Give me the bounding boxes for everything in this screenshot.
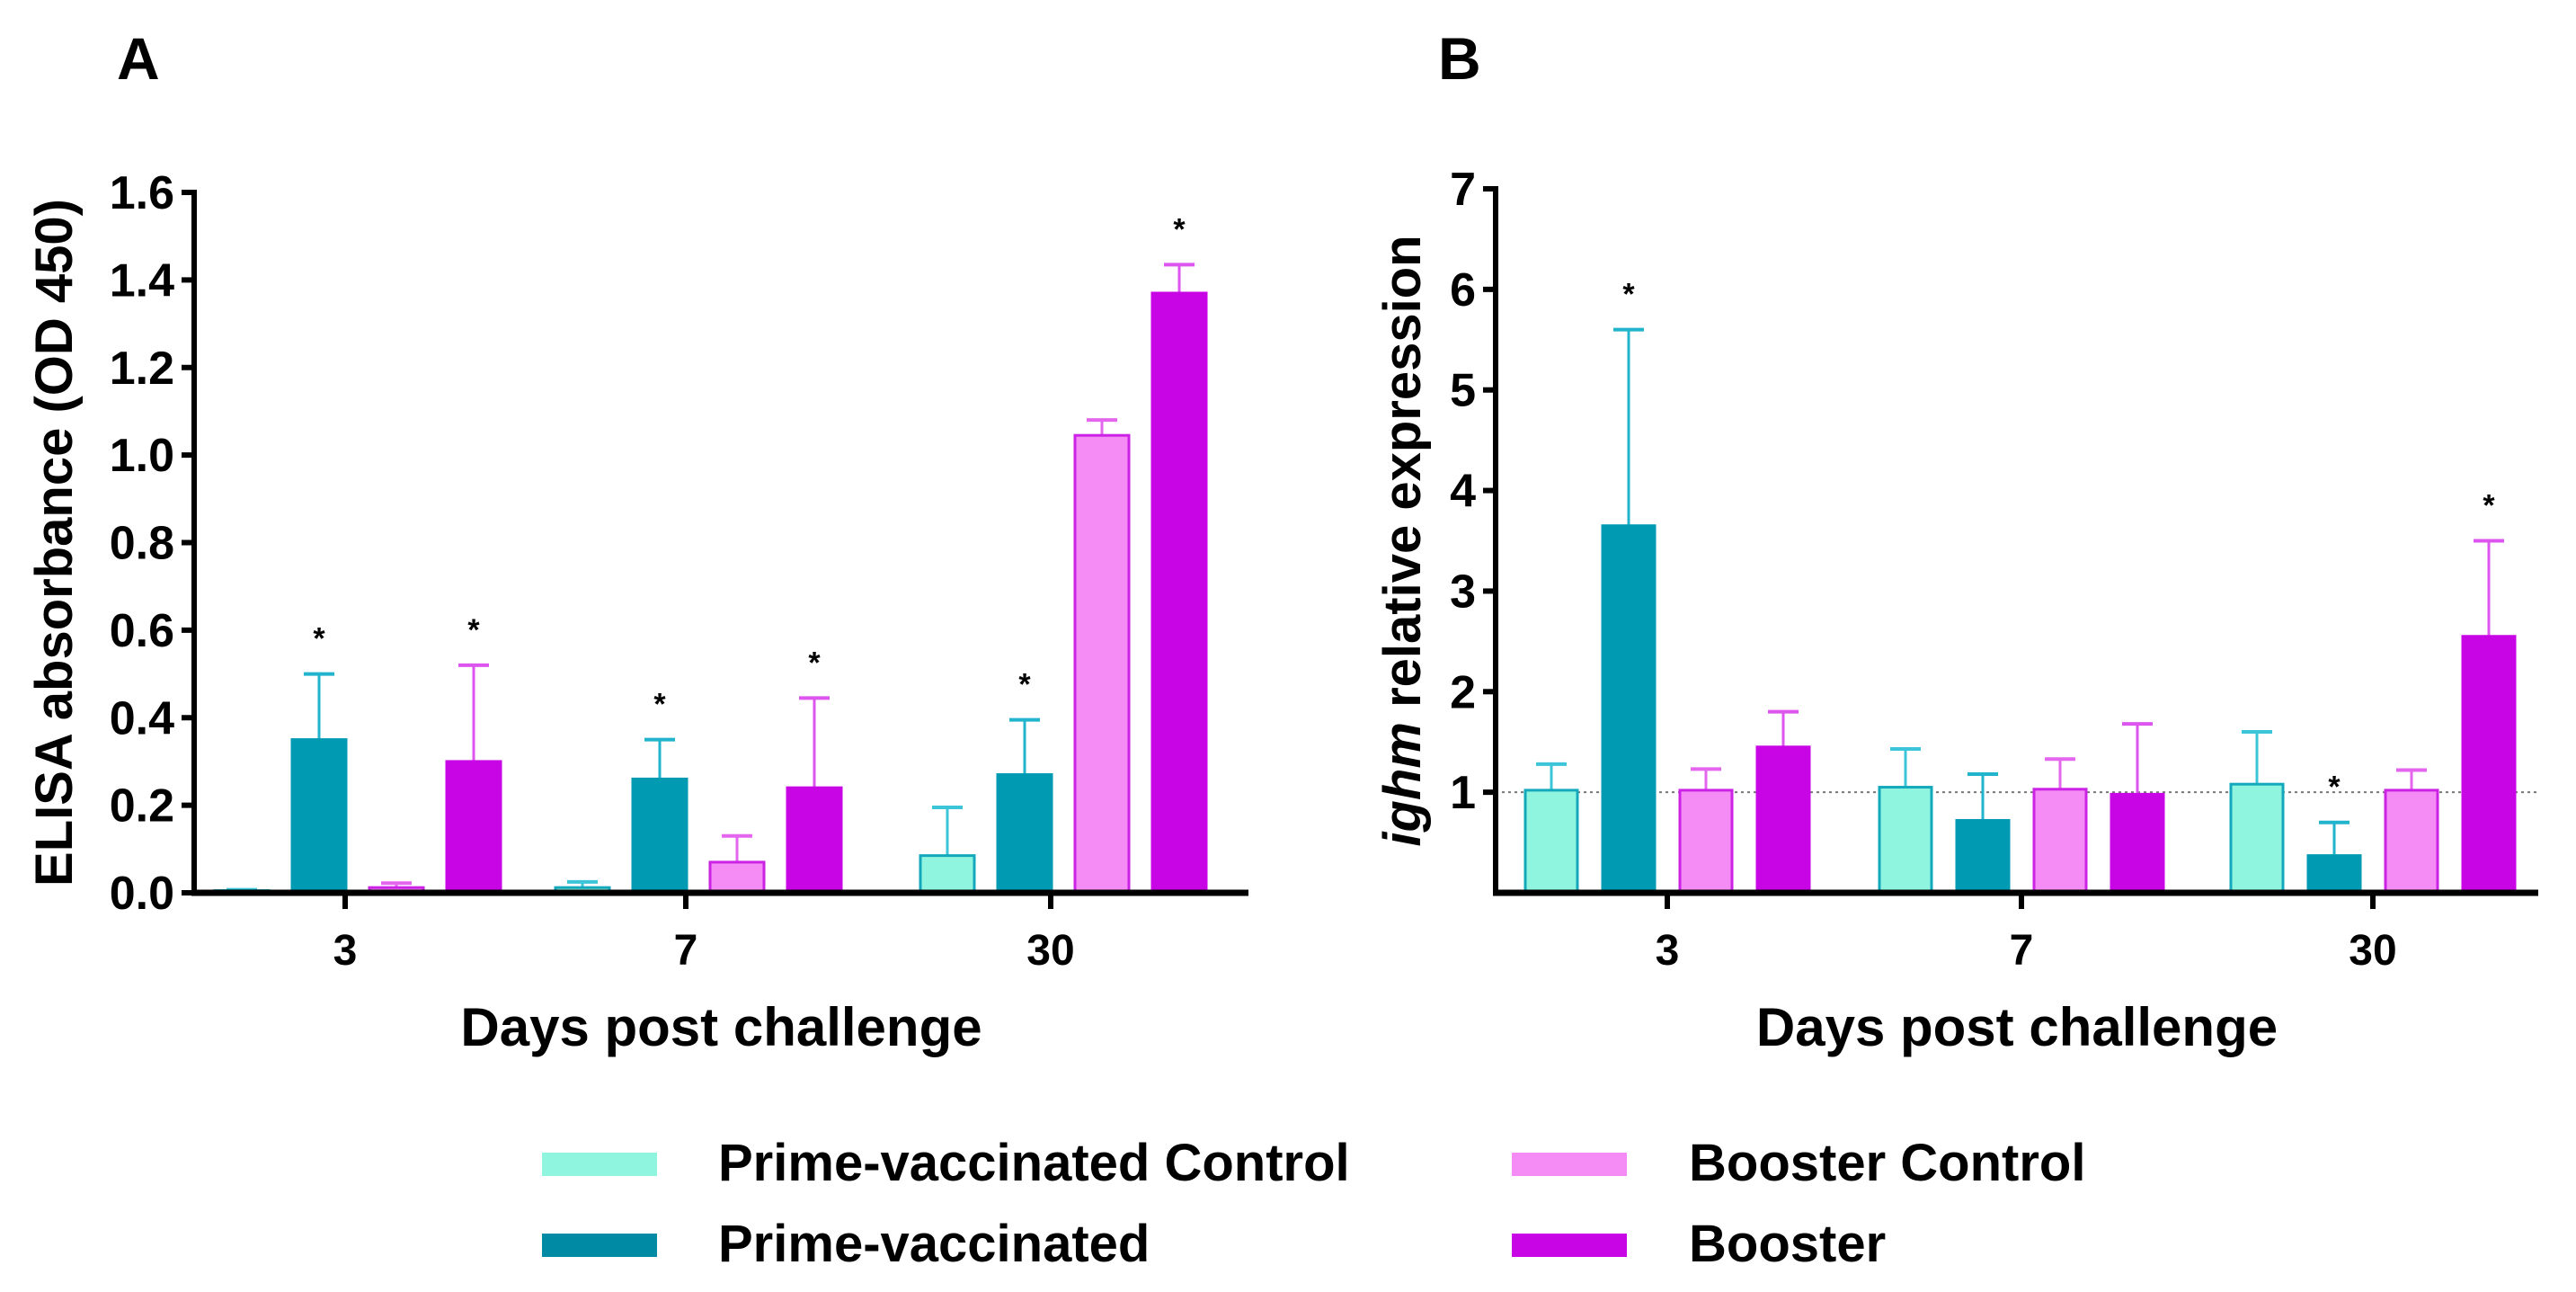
bar	[290, 738, 348, 895]
x-axis-title: Days post challenge	[460, 997, 982, 1057]
bar	[786, 786, 843, 895]
bar	[2461, 635, 2517, 895]
panel-label: B	[1438, 25, 1481, 92]
y-tick-label: 4	[1450, 466, 1476, 518]
y-tick-label: 0.0	[110, 868, 174, 920]
significance-marker: *	[1622, 278, 1635, 312]
y-tick-label: 7	[1450, 164, 1476, 216]
x-tick-label: 7	[2010, 927, 2034, 975]
y-tick-label: 1.6	[110, 167, 174, 219]
significance-marker: *	[1018, 668, 1031, 702]
bar	[1523, 789, 1579, 895]
bar	[1678, 789, 1734, 895]
legend-label-prime-vaccinated: Prime-vaccinated	[718, 1215, 1150, 1273]
x-axis-title: Days post challenge	[1756, 997, 2278, 1057]
y-tick-label: 0.8	[110, 518, 174, 570]
bar	[996, 773, 1053, 895]
bar	[1150, 291, 1208, 895]
y-tick-label: 1.0	[110, 430, 174, 482]
y-tick-label: 2	[1450, 666, 1476, 718]
y-tick-label: 5	[1450, 365, 1476, 417]
bar	[445, 760, 502, 895]
y-axis-title: ighm relative expression	[1373, 235, 1432, 846]
legend-label-prime-vaccinated-control: Prime-vaccinated Control	[718, 1134, 1350, 1192]
y-tick-label: 0.6	[110, 605, 174, 657]
legend-label-booster: Booster	[1689, 1215, 1887, 1273]
y-tick-label: 1.4	[110, 254, 174, 307]
bar	[1755, 745, 1811, 895]
bar	[2032, 788, 2088, 895]
bar	[2306, 854, 2362, 895]
x-tick-label: 30	[2349, 927, 2396, 975]
x-tick-label: 7	[674, 927, 698, 975]
significance-marker: *	[653, 688, 666, 722]
bar	[1955, 818, 2011, 895]
significance-marker: *	[467, 613, 480, 647]
legend-swatch-prime-vaccinated-control	[542, 1153, 657, 1176]
significance-marker: *	[2328, 771, 2341, 805]
x-tick-label: 30	[1026, 927, 1074, 975]
bar	[2110, 792, 2165, 895]
legend-label-booster-control: Booster Control	[1689, 1134, 2086, 1192]
y-tick-label: 1.2	[110, 343, 174, 395]
y-tick-label: 6	[1450, 264, 1476, 316]
bar	[631, 777, 688, 895]
bar	[919, 854, 976, 895]
panel-label: A	[117, 25, 160, 92]
significance-marker: *	[1173, 212, 1186, 246]
significance-marker: *	[2483, 489, 2495, 523]
legend-swatch-booster	[1512, 1234, 1627, 1257]
y-tick-label: 1	[1450, 767, 1476, 819]
y-axis-title: ELISA absorbance (OD 450)	[25, 199, 84, 887]
bar	[2384, 789, 2439, 895]
y-tick-label: 3	[1450, 566, 1476, 618]
bar	[708, 860, 766, 895]
legend-swatch-prime-vaccinated	[542, 1234, 657, 1257]
bar	[1601, 524, 1657, 895]
legend-swatch-booster-control	[1512, 1153, 1627, 1176]
y-tick-label: 0.2	[110, 780, 174, 833]
significance-marker: *	[808, 646, 821, 680]
bar	[1878, 786, 1933, 895]
y-tick-label: 0.4	[110, 692, 174, 744]
x-tick-label: 3	[333, 927, 358, 975]
significance-marker: *	[313, 622, 325, 656]
bar	[2229, 782, 2285, 895]
x-tick-label: 3	[1656, 927, 1680, 975]
bar	[1073, 433, 1131, 895]
